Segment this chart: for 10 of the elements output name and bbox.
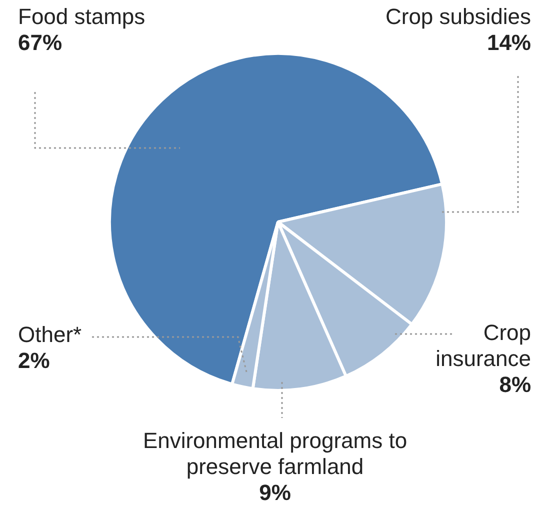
- data-label: 2%: [18, 348, 51, 374]
- slice-label: Environmental programs to preserve farmland: [142, 428, 408, 479]
- data-label: 14%: [486, 30, 531, 56]
- slice-label: Other*: [18, 322, 82, 347]
- data-label: 8%: [498, 372, 531, 398]
- data-label: 9%: [258, 480, 292, 506]
- slice-label: Food stamps: [18, 4, 146, 29]
- slice-label: Crop subsidies: [385, 4, 531, 29]
- slice-label: Crop insurance: [436, 320, 531, 371]
- data-label: 67%: [18, 30, 64, 56]
